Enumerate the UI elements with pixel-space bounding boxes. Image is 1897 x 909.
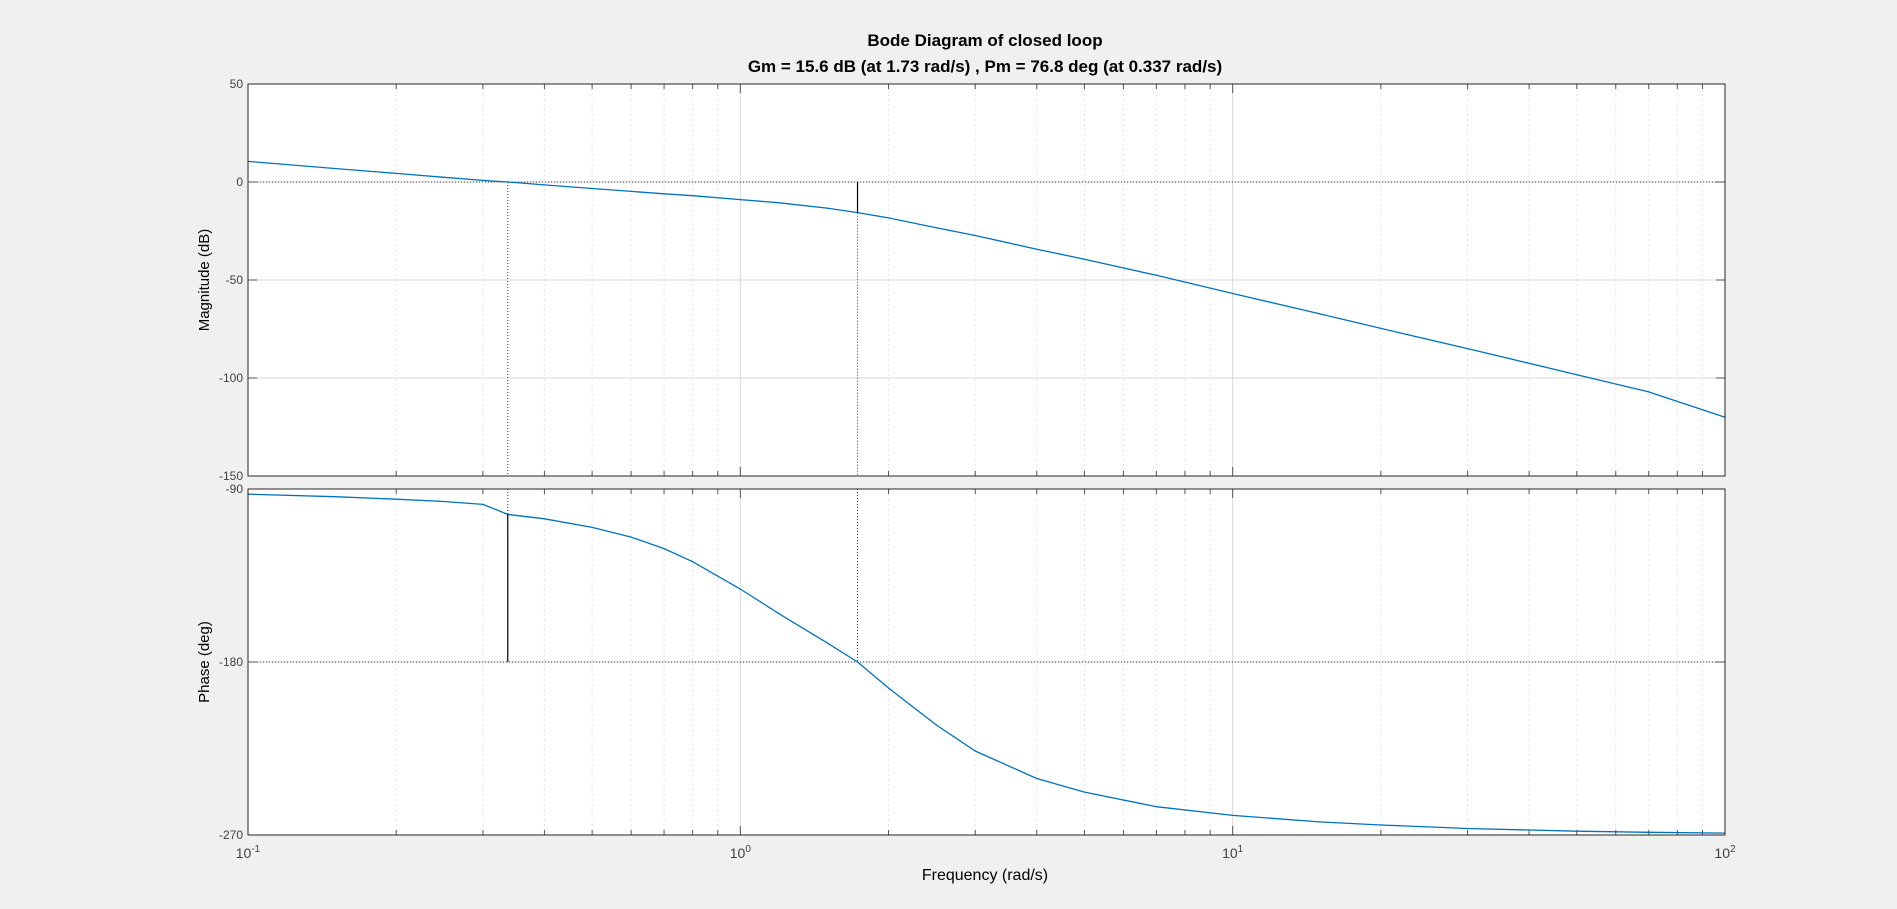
magnitude-y-tick-label: -50	[226, 273, 244, 287]
magnitude-response-line	[247, 160, 1726, 418]
magnitude-data-point	[1232, 292, 1234, 295]
phase-data-point	[1576, 830, 1578, 832]
phase-data-point	[1155, 806, 1157, 808]
magnitude-panel: 50 0 -50 -100 -150 Magnitude (dB)	[196, 77, 1726, 483]
magnitude-axes-border	[247, 83, 1726, 477]
phase-data-point	[334, 496, 336, 498]
x-tick-labels: 10-1 100 101 102	[236, 844, 1736, 861]
magnitude-axis-label: Magnitude (dB)	[196, 229, 213, 332]
phase-data-point	[663, 548, 665, 550]
phase-data-point	[1036, 777, 1038, 780]
x-tick-label-base: 10	[1222, 845, 1238, 861]
phase-data-point	[974, 750, 976, 752]
phase-data-point	[739, 588, 741, 590]
phase-data-point	[482, 503, 484, 505]
magnitude-data-point	[1380, 327, 1382, 329]
x-tick-label: 100	[730, 844, 752, 861]
phase-data-point	[1467, 827, 1469, 830]
magnitude-data-point	[1155, 274, 1157, 276]
magnitude-data-point	[663, 193, 665, 195]
chart-subtitle: Gm = 15.6 dB (at 1.73 rad/s) , Pm = 76.8…	[748, 57, 1222, 76]
x-tick-label: 102	[1714, 844, 1736, 861]
magnitude-data-point	[1083, 258, 1086, 260]
x-tick-label-exponent: 1	[1238, 844, 1244, 855]
magnitude-data-point	[443, 176, 445, 178]
magnitude-data-point	[630, 190, 632, 192]
phase-data-point	[1318, 821, 1320, 823]
phase-data-point	[395, 498, 397, 500]
x-tick-label-exponent: 0	[745, 844, 751, 855]
magnitude-data-point	[739, 199, 741, 201]
phase-panel: -90 -180 -270 Phase (deg)	[196, 482, 1726, 842]
magnitude-data-point	[778, 202, 780, 204]
magnitude-data-point	[591, 187, 593, 190]
x-tick-label: 101	[1222, 844, 1244, 861]
magnitude-data-point	[1467, 348, 1469, 350]
phase-data-point	[887, 687, 890, 689]
phase-data-point	[1380, 824, 1382, 826]
phase-y-tick-label: -180	[219, 655, 243, 669]
magnitude-data-point	[826, 207, 828, 209]
stability-margin-markers	[507, 182, 859, 662]
phase-data-point	[630, 536, 632, 538]
magnitude-data-point	[935, 227, 937, 229]
phase-data-point	[778, 613, 780, 615]
magnitude-data-point	[887, 217, 890, 219]
x-tick-label-base: 10	[236, 845, 252, 861]
phase-y-tick-label: -90	[226, 482, 244, 496]
x-tick-label-base: 10	[1714, 845, 1730, 861]
magnitude-y-tick-label: 0	[236, 175, 243, 189]
phase-data-point	[856, 661, 859, 663]
magnitude-data-point	[482, 179, 484, 181]
x-tick-label-exponent: -1	[251, 844, 260, 855]
magnitude-data-point	[692, 195, 694, 197]
x-tick-label: 10-1	[236, 844, 261, 861]
magnitude-data-point	[543, 184, 546, 186]
magnitude-data-point	[974, 234, 976, 237]
phase-data-point	[692, 561, 694, 563]
phase-data-point	[1648, 831, 1650, 833]
magnitude-data-point	[334, 167, 336, 170]
magnitude-data-point	[1576, 374, 1578, 376]
phase-data-point	[1083, 791, 1086, 793]
plot-panels: 50 0 -50 -100 -150 Magnitude (dB) -90 -180 -270 P…	[196, 77, 1726, 842]
magnitude-y-tick-label: 50	[230, 77, 244, 91]
phase-data-point	[443, 500, 445, 503]
magnitude-data-point	[395, 172, 397, 174]
magnitude-data-point	[1318, 313, 1320, 315]
phase-axis-label: Phase (deg)	[196, 621, 213, 703]
magnitude-data-point	[1648, 391, 1650, 393]
phase-data-point	[1232, 814, 1234, 817]
phase-data-point	[591, 526, 593, 529]
chart-title: Bode Diagram of closed loop	[867, 31, 1102, 50]
x-tick-label-exponent: 2	[1730, 844, 1736, 855]
magnitude-data-point	[1036, 248, 1038, 250]
magnitude-y-tick-label: -100	[219, 371, 243, 385]
x-axis-label: Frequency (rad/s)	[922, 867, 1048, 884]
phase-axes-border	[247, 488, 1726, 836]
phase-y-tick-label: -270	[219, 828, 243, 842]
magnitude-y-tick-label: -150	[219, 469, 243, 483]
x-tick-label-base: 10	[730, 845, 746, 861]
phase-response-line	[247, 493, 1726, 834]
phase-data-point	[935, 724, 937, 726]
phase-data-point	[826, 642, 828, 644]
phase-data-point	[543, 518, 546, 520]
